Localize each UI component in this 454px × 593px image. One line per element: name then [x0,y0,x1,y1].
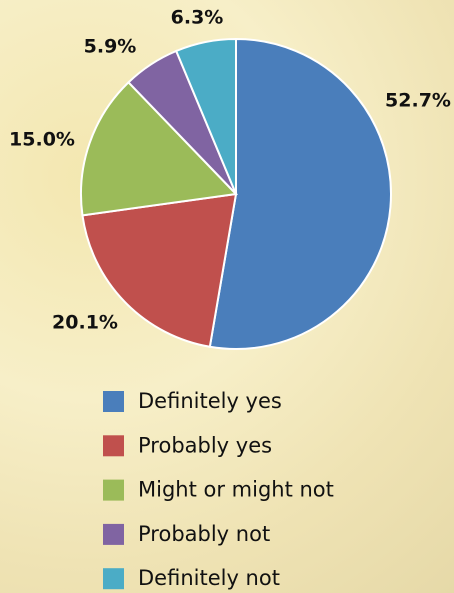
data-label: 5.9% [84,36,137,58]
legend-label: Definitely not [138,566,280,590]
page: 52.7% 20.1% 15.0% 5.9% 6.3% Definitely yes Pro… [0,0,454,593]
legend-label: Definitely yes [138,389,282,413]
legend-swatch [103,435,124,456]
legend-swatch [103,391,124,412]
legend-swatch [103,568,124,589]
legend-swatch [103,480,124,501]
data-label: 6.3% [171,7,224,29]
legend-label: Probably yes [138,433,272,457]
chart: 52.7% 20.1% 15.0% 5.9% 6.3% Definitely yes Pro… [0,0,454,593]
data-label: 52.7% [385,90,451,112]
legend-label: Might or might not [138,478,334,502]
legend-label: Probably not [138,522,270,546]
legend-swatch [103,524,124,545]
data-label: 20.1% [52,312,118,334]
data-label: 15.0% [9,129,75,151]
